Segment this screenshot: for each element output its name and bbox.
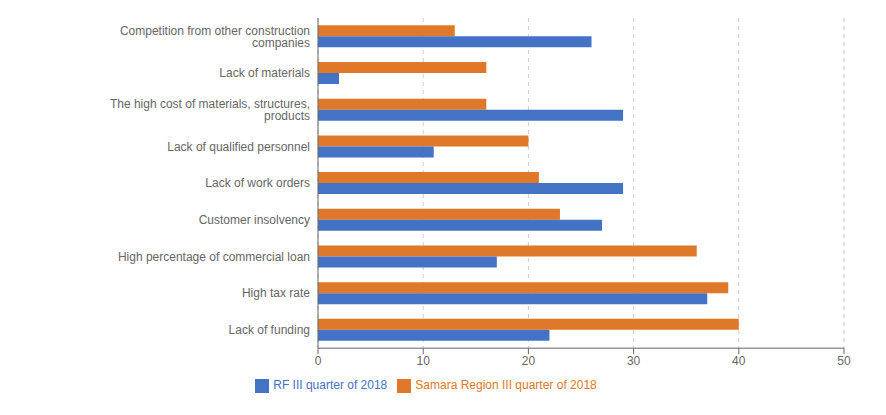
svg-text:50: 50 <box>837 354 851 368</box>
svg-text:Competition from other constru: Competition from other constructioncompa… <box>120 24 310 50</box>
svg-text:High percentage of commercial: High percentage of commercial loan <box>118 250 310 264</box>
svg-text:0: 0 <box>315 354 322 368</box>
svg-text:The high cost of materials, st: The high cost of materials, structures,p… <box>110 97 310 123</box>
svg-text:High tax rate: High tax rate <box>242 286 310 300</box>
html-text:Samara Region III quarter of 2: Samara Region III quarter of 2018 <box>415 378 597 393</box>
svg-text:Lack of work orders: Lack of work orders <box>205 176 310 190</box>
svg-text:10: 10 <box>417 354 431 368</box>
svg-text:Lack of qualified personnel: Lack of qualified personnel <box>167 140 310 154</box>
svg-text:40: 40 <box>732 354 746 368</box>
html-text:RF III quarter of 2018: RF III quarter of 2018 <box>273 378 388 393</box>
svg-text:Lack of materials: Lack of materials <box>219 66 310 80</box>
svg-text:20: 20 <box>522 354 536 368</box>
svg-text:Lack of funding: Lack of funding <box>229 323 310 337</box>
svg-text:Customer insolvency: Customer insolvency <box>199 213 310 227</box>
svg-text:30: 30 <box>627 354 641 368</box>
